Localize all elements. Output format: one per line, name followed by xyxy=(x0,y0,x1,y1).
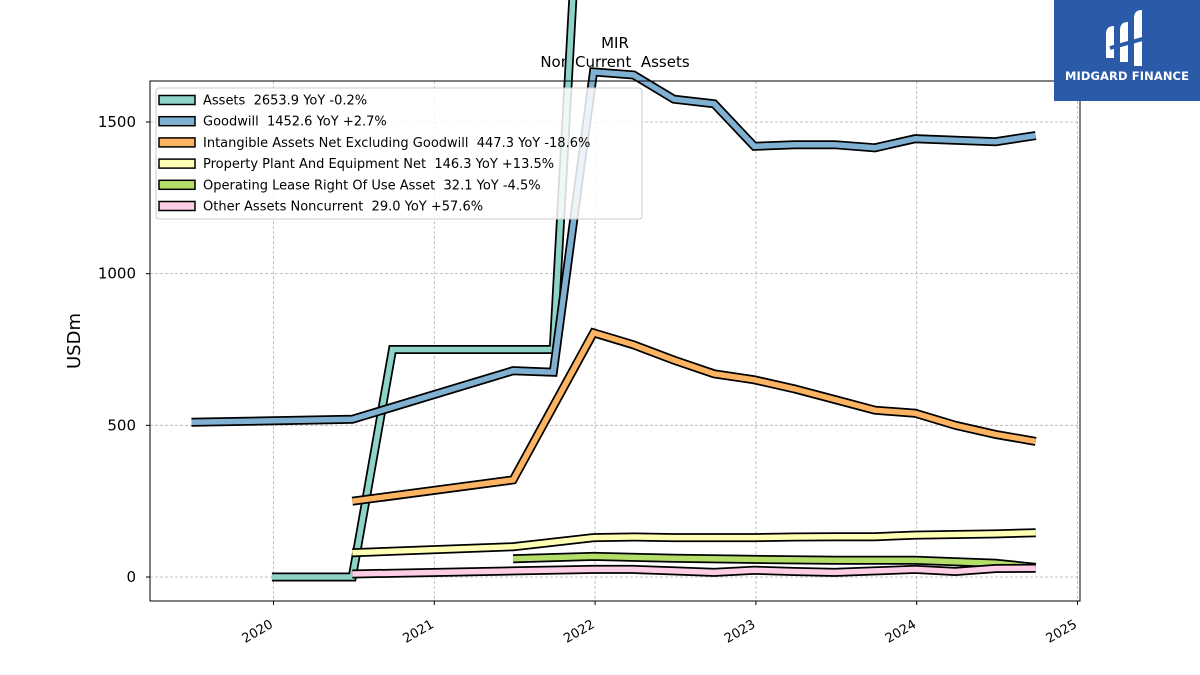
y-axis-label: USDm xyxy=(64,313,85,369)
x-tick-label: 2025 xyxy=(1044,617,1080,647)
series-layer xyxy=(191,0,1037,582)
y-tick-label: 1500 xyxy=(98,113,136,131)
y-tick-label: 1000 xyxy=(98,265,136,283)
x-tick-label: 2020 xyxy=(240,617,276,647)
x-tick-label: 2024 xyxy=(883,617,919,647)
series-4 xyxy=(512,551,1037,572)
legend-swatch xyxy=(158,158,196,169)
series-line xyxy=(271,0,576,580)
logo-text: MIDGARD FINANCE xyxy=(1064,69,1190,83)
legend-label: Property Plant And Equipment Net 146.3 Y… xyxy=(203,157,554,172)
legend-label: Intangible Assets Net Excluding Goodwill… xyxy=(203,136,590,151)
chart-title: MIR xyxy=(601,34,629,52)
midgard-finance-logo: MIDGARD FINANCE xyxy=(1054,0,1200,101)
series-0 xyxy=(271,0,578,582)
logo-mark-icon xyxy=(1106,10,1147,66)
legend-swatch xyxy=(158,137,196,148)
x-tick-label: 2023 xyxy=(722,617,758,647)
x-axis: 2020 2021 2022 2023 2024 2025 xyxy=(240,601,1080,647)
x-tick-label: 2021 xyxy=(400,617,436,647)
series-1 xyxy=(191,67,1037,427)
legend-label: Assets 2653.9 YoY -0.2% xyxy=(203,94,367,109)
plot-frame xyxy=(149,80,1081,602)
legend-label: Operating Lease Right Of Use Asset 32.1 … xyxy=(203,178,541,193)
series-2 xyxy=(351,327,1037,506)
legend: Assets 2653.9 YoY -0.2% Goodwill 1452.6 Y… xyxy=(155,87,643,220)
legend-swatch xyxy=(158,94,196,106)
legend-swatch xyxy=(158,179,196,191)
x-tick-label: 2022 xyxy=(561,617,597,647)
chart-subtitle: Non Current Assets xyxy=(540,53,690,71)
series-line xyxy=(352,565,1036,577)
series-line xyxy=(513,553,1036,571)
y-tick-label: 500 xyxy=(107,416,136,434)
legend-swatch xyxy=(158,200,196,212)
series-line xyxy=(352,529,1036,556)
legend-label: Goodwill 1452.6 YoY +2.7% xyxy=(203,115,387,130)
legend-swatch xyxy=(158,115,196,127)
series-line xyxy=(351,329,1037,504)
y-tick-label: 0 xyxy=(126,568,136,586)
legend-box xyxy=(155,87,643,220)
y-axis: 050010001500200025003000 xyxy=(98,113,150,586)
legend-label: Other Assets Noncurrent 29.0 YoY +57.6% xyxy=(203,200,483,215)
series-line xyxy=(191,68,1037,426)
series-5 xyxy=(352,563,1036,579)
series-3 xyxy=(352,528,1036,558)
